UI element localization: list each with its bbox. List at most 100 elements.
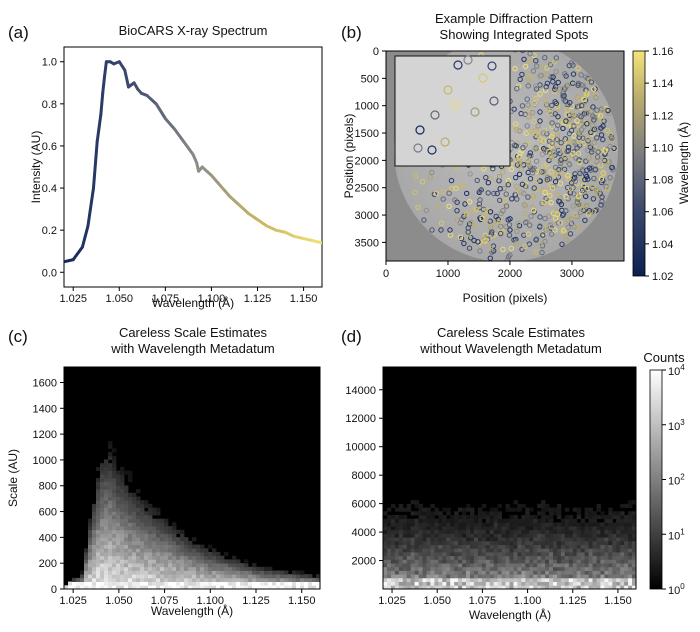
heat-cell <box>588 533 593 538</box>
heat-cell <box>434 529 439 534</box>
heat-cell <box>398 585 404 589</box>
panel-d-x-axis: 1.025 1.050 1.075 1.100 1.125 1.150 <box>378 589 632 607</box>
heat-cell <box>402 548 408 553</box>
heat-cell <box>434 511 439 516</box>
panel-d-frame <box>382 366 637 590</box>
heat-cell <box>96 566 101 571</box>
heat-cell <box>608 533 613 538</box>
heat-cell <box>497 563 502 568</box>
heat-cell <box>576 585 582 589</box>
spot <box>555 79 561 86</box>
heat-cell <box>276 574 281 579</box>
heat-cell <box>473 544 479 549</box>
spectrum-segment <box>95 112 103 144</box>
spot <box>419 179 426 185</box>
heat-cell <box>120 474 125 479</box>
heat-cell <box>588 577 593 582</box>
heat-cell <box>608 544 613 549</box>
heat-cell <box>600 526 605 531</box>
heat-cell <box>116 470 121 475</box>
heat-cell <box>632 548 636 553</box>
heat-cell <box>406 559 412 564</box>
heat-cell <box>620 522 625 527</box>
spot <box>487 245 494 251</box>
heat-cell <box>470 522 475 527</box>
heat-cell <box>308 581 313 586</box>
heat-cell <box>200 544 205 549</box>
heat-cell <box>156 548 161 553</box>
heat-cell <box>525 537 530 542</box>
heat-cell <box>489 515 495 520</box>
heat-cell <box>568 515 574 520</box>
panel-a-y-ticklabel-0: 0.0 <box>42 267 57 279</box>
heat-cell <box>497 581 502 586</box>
heat-cell <box>632 515 636 520</box>
heat-cell <box>513 515 518 520</box>
heat-cell <box>624 540 629 545</box>
spot <box>556 147 562 154</box>
heat-cell <box>410 511 416 516</box>
heat-cell <box>458 581 463 586</box>
spot <box>457 183 463 189</box>
heat-cell <box>596 552 601 557</box>
heat-cell <box>470 515 475 520</box>
heat-cell <box>252 566 257 571</box>
panel-d-heatmap <box>383 500 636 589</box>
heat-cell <box>628 522 633 527</box>
spot <box>554 209 560 215</box>
heat-cell <box>616 548 621 553</box>
heat-cell <box>160 548 165 553</box>
panel-b-y-ticklabel-1: 500 <box>361 73 379 85</box>
spot <box>517 76 523 83</box>
heat-cell <box>466 552 471 557</box>
heat-cell <box>398 581 404 586</box>
panel-label-b: (b) <box>341 23 362 42</box>
heat-cell <box>136 555 141 560</box>
heat-cell <box>112 526 117 531</box>
heat-cell <box>156 563 161 568</box>
spot <box>593 92 599 98</box>
heat-cell <box>616 518 621 523</box>
heat-cell <box>438 559 443 564</box>
spot <box>606 110 613 117</box>
heat-cell <box>100 552 105 557</box>
heat-cell <box>168 526 173 531</box>
heat-cell <box>148 555 153 560</box>
heat-cell <box>156 577 161 582</box>
heat-cell <box>164 585 169 589</box>
heat-cell <box>120 555 125 560</box>
heat-cell <box>156 566 161 571</box>
heat-cell <box>280 585 285 589</box>
spot <box>547 193 553 199</box>
spot <box>519 71 525 78</box>
heat-cell <box>521 577 526 582</box>
heat-cell <box>418 555 423 560</box>
heat-cell <box>572 566 578 571</box>
heat-cell <box>256 574 261 579</box>
heat-cell <box>564 566 570 571</box>
spot <box>527 222 533 228</box>
heat-cell <box>608 574 613 579</box>
heat-cell <box>108 470 113 475</box>
heat-cell <box>620 533 625 538</box>
heat-cell <box>438 574 443 579</box>
heat-cell <box>272 585 277 589</box>
heat-cell <box>477 548 483 553</box>
heat-cell <box>394 570 400 575</box>
heat-cell <box>422 540 427 545</box>
spot <box>491 190 497 197</box>
heat-cell <box>553 585 558 589</box>
spot <box>508 166 515 173</box>
heat-cell <box>560 577 566 582</box>
heat-cell <box>481 529 487 534</box>
heat-cell <box>588 544 593 549</box>
heat-cell <box>454 511 459 516</box>
heat-cell <box>104 537 109 542</box>
heat-cell <box>426 570 431 575</box>
spot <box>413 173 419 179</box>
heat-cell <box>477 559 483 564</box>
heat-cell <box>497 548 502 553</box>
spot <box>598 158 604 164</box>
spot <box>525 159 531 165</box>
heat-cell <box>438 566 443 571</box>
